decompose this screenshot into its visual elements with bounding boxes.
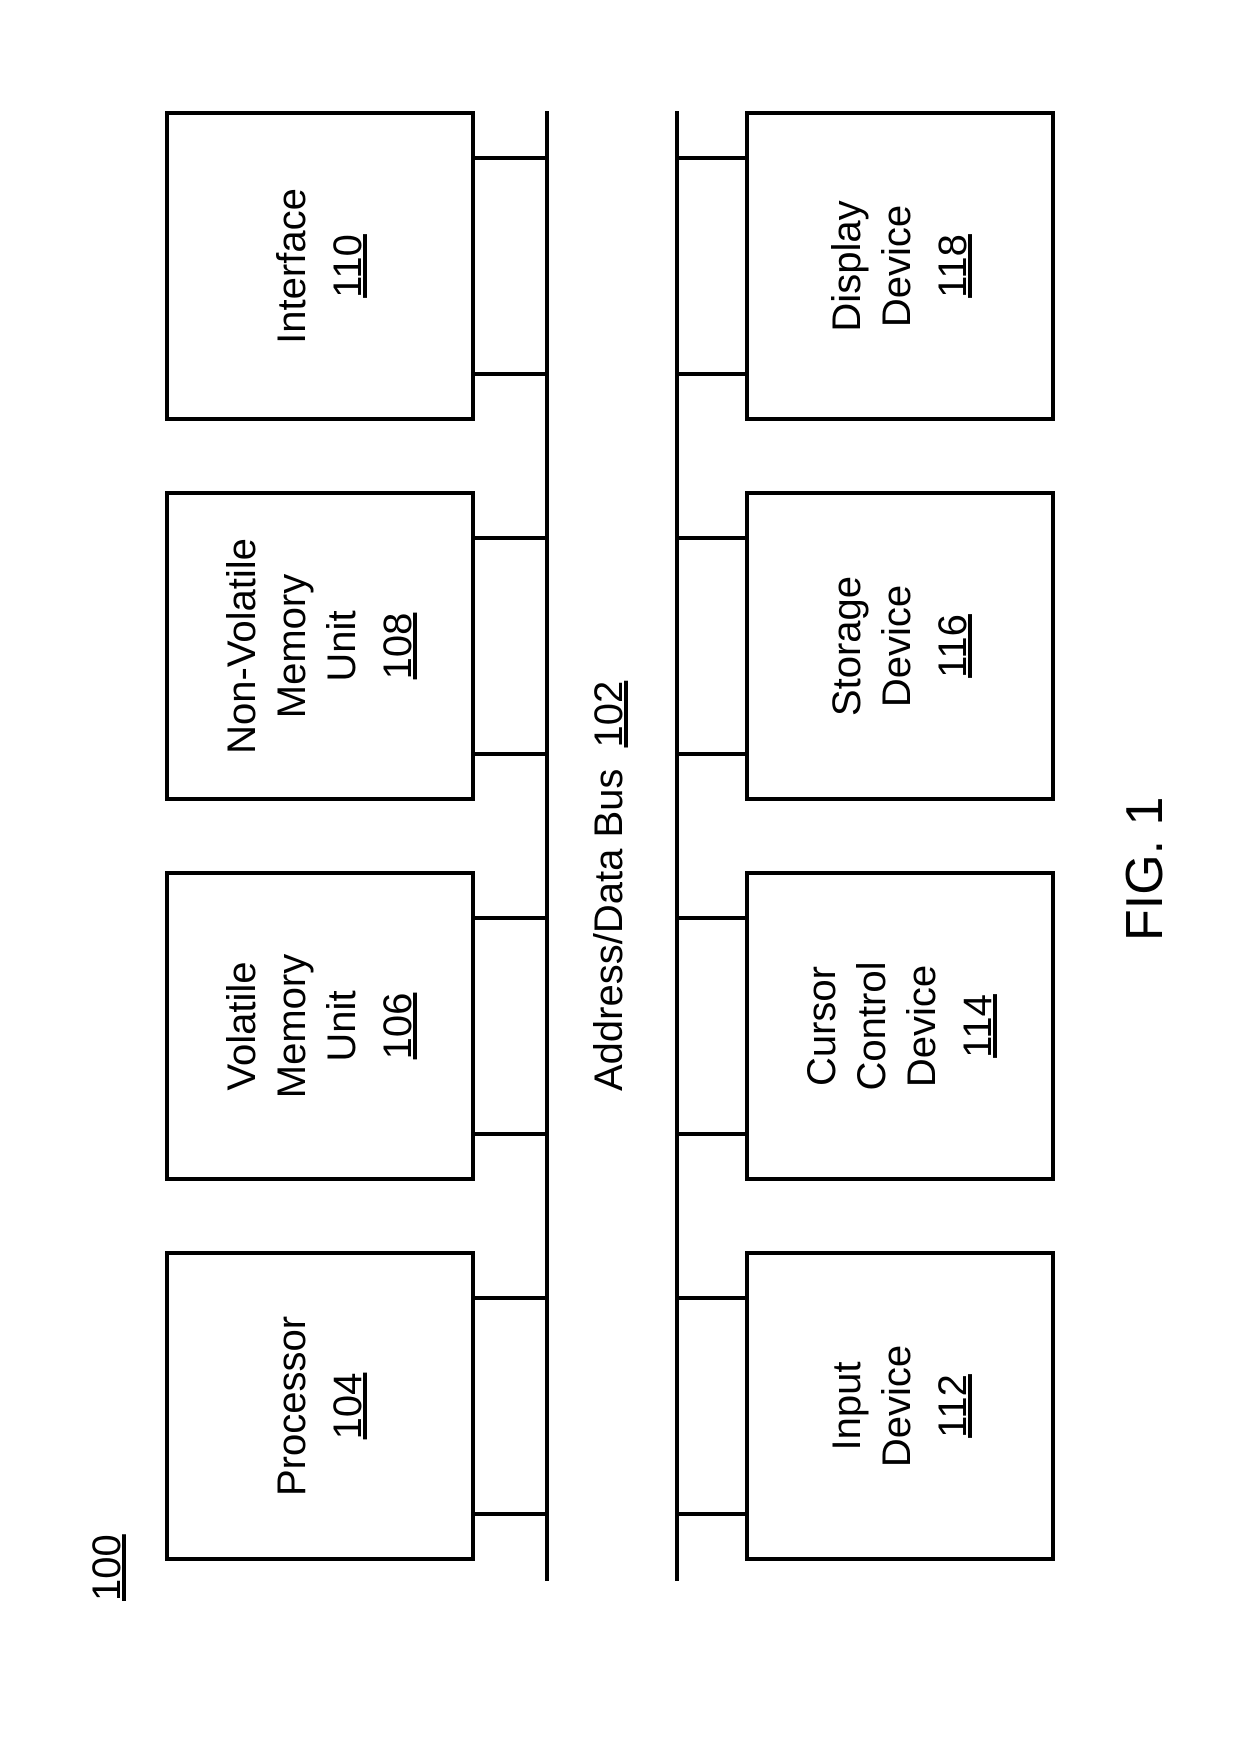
block-label: Cursor Control Device xyxy=(797,962,947,1091)
block-cursor-device: Cursor Control Device114 xyxy=(745,871,1055,1181)
block-label: Interface xyxy=(267,188,317,344)
connector-stub xyxy=(675,156,745,160)
bus-line-top xyxy=(545,111,549,1581)
block-ref: 104 xyxy=(323,1373,373,1440)
block-ref: 118 xyxy=(928,234,978,298)
block-ref: 106 xyxy=(373,993,423,1060)
rotated-wrapper: 100 Address/Data Bus 102 FIG. 1 Processo… xyxy=(45,31,1195,1711)
block-label: Non-Volatile Memory Unit xyxy=(217,538,367,754)
block-label: Processor xyxy=(267,1316,317,1496)
block-interface: Interface110 xyxy=(165,111,475,421)
block-ref: 108 xyxy=(373,613,423,680)
connector-stub xyxy=(675,372,745,376)
connector-stub xyxy=(675,1512,745,1516)
bus-line-bottom xyxy=(675,111,679,1581)
block-nonvolatile-mem: Non-Volatile Memory Unit108 xyxy=(165,491,475,801)
system-ref-label: 100 xyxy=(85,1534,130,1601)
bus-label: Address/Data Bus 102 xyxy=(587,681,632,1091)
block-label: Input Device xyxy=(822,1345,922,1467)
block-processor: Processor104 xyxy=(165,1251,475,1561)
block-storage-device: Storage Device116 xyxy=(745,491,1055,801)
block-ref: 116 xyxy=(928,614,978,678)
block-label: Volatile Memory Unit xyxy=(217,954,367,1098)
block-ref: 114 xyxy=(953,994,1003,1058)
connector-stub xyxy=(475,1512,549,1516)
block-input-device: Input Device112 xyxy=(745,1251,1055,1561)
connector-stub xyxy=(475,372,549,376)
connector-stub xyxy=(475,752,549,756)
connector-stub xyxy=(675,1132,745,1136)
connector-stub xyxy=(475,1296,549,1300)
block-diagram: 100 Address/Data Bus 102 FIG. 1 Processo… xyxy=(45,31,1195,1711)
connector-stub xyxy=(675,1296,745,1300)
connector-stub xyxy=(475,1132,549,1136)
connector-stub xyxy=(475,156,549,160)
canvas: 100 Address/Data Bus 102 FIG. 1 Processo… xyxy=(0,0,1240,1742)
figure-caption: FIG. 1 xyxy=(1115,797,1175,941)
block-label: Display Device xyxy=(822,200,922,331)
block-volatile-mem: Volatile Memory Unit106 xyxy=(165,871,475,1181)
block-ref: 110 xyxy=(323,234,373,298)
block-ref: 112 xyxy=(928,1374,978,1438)
bus-ref: 102 xyxy=(587,681,631,748)
connector-stub xyxy=(675,536,745,540)
block-label: Storage Device xyxy=(822,576,922,716)
connector-stub xyxy=(675,752,745,756)
block-display-device: Display Device118 xyxy=(745,111,1055,421)
connector-stub xyxy=(675,916,745,920)
bus-label-text: Address/Data Bus xyxy=(587,769,631,1091)
connector-stub xyxy=(475,916,549,920)
connector-stub xyxy=(475,536,549,540)
